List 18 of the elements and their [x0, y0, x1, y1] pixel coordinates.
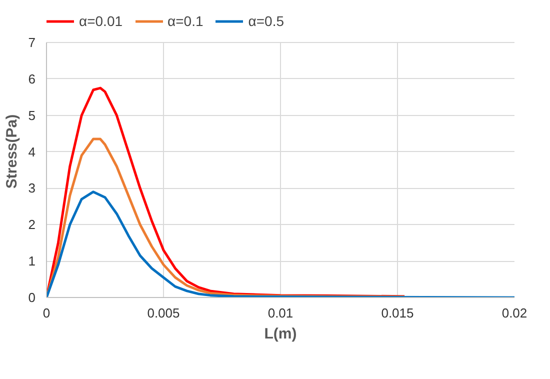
y-tick-label: 3	[28, 180, 36, 196]
y-tick-label: 4	[28, 144, 36, 160]
y-tick-label: 5	[28, 108, 36, 123]
y-tick-label: 1	[28, 254, 36, 269]
x-axis-title: L(m)	[264, 326, 297, 342]
y-tick-label: 0	[28, 290, 36, 305]
y-tick-label: 2	[28, 217, 36, 232]
x-tick-label: 0.01	[268, 306, 294, 320]
legend-label: α=0.1	[168, 13, 204, 29]
legend-label: α=0.01	[79, 13, 123, 29]
y-tick-label: 6	[28, 71, 36, 86]
y-tick-label: 7	[28, 35, 36, 50]
x-tick-label: 0.015	[381, 306, 414, 320]
x-tick-label: 0.02	[502, 306, 528, 320]
legend-label: α=0.5	[248, 13, 284, 29]
x-tick-label: 0	[42, 306, 50, 320]
y-axis-title: Stress(Pa)	[3, 114, 20, 189]
x-tick-label: 0.005	[147, 306, 180, 320]
